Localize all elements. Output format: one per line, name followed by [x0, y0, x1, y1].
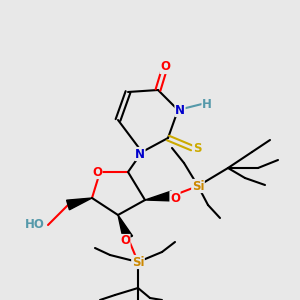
- Text: O: O: [92, 166, 102, 178]
- Text: S: S: [193, 142, 201, 154]
- Text: O: O: [170, 191, 180, 205]
- Text: N: N: [135, 148, 145, 160]
- Text: O: O: [120, 235, 130, 248]
- Polygon shape: [145, 191, 173, 201]
- Text: Si: Si: [192, 179, 204, 193]
- Text: N: N: [175, 103, 185, 116]
- Text: Si: Si: [132, 256, 144, 268]
- Text: O: O: [160, 61, 170, 74]
- Polygon shape: [118, 215, 133, 240]
- Text: HO: HO: [25, 218, 45, 232]
- Polygon shape: [67, 198, 92, 210]
- Text: H: H: [202, 98, 212, 110]
